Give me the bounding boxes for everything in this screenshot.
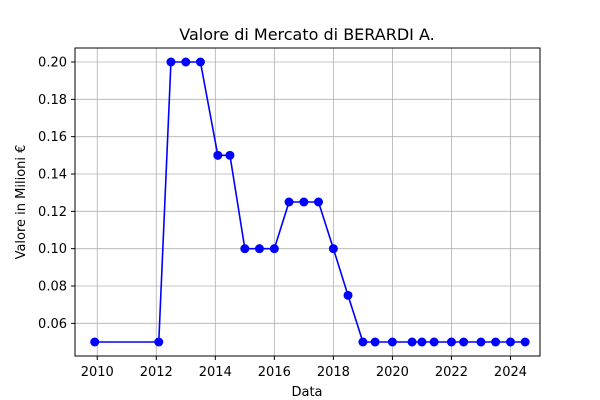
grid: [75, 48, 540, 356]
y-tick-label: 0.12: [38, 205, 67, 220]
data-point: [505, 337, 515, 347]
data-point: [520, 337, 530, 347]
y-tick-label: 0.18: [38, 93, 67, 108]
y-tick-label: 0.16: [38, 130, 67, 145]
x-axis: 2010 2012 2014 2016 2018 2020 2022 2024: [81, 356, 527, 380]
data-point: [429, 337, 439, 347]
data-point: [343, 290, 353, 300]
data-point: [417, 337, 427, 347]
data-point: [299, 197, 309, 207]
plot-frame: [74, 47, 541, 357]
data-point: [225, 150, 235, 160]
y-tick-label: 0.10: [38, 242, 67, 257]
x-tick-label: 2022: [435, 365, 468, 380]
data-point: [328, 244, 338, 254]
data-point: [476, 337, 486, 347]
y-axis: 0.06 0.08 0.10 0.12 0.14 0.16 0.18 0.20: [38, 56, 75, 332]
data-point: [90, 337, 100, 347]
data-point: [314, 197, 323, 207]
data-point: [284, 197, 294, 207]
data-point: [387, 337, 397, 347]
chart-title: Valore di Mercato di BERARDI A.: [179, 25, 434, 44]
data-point: [154, 337, 164, 347]
y-axis-label: Valore in Milioni €: [14, 145, 29, 260]
data-point: [240, 244, 250, 254]
x-axis-label: Data: [291, 385, 322, 400]
x-tick-label: 2014: [199, 365, 232, 380]
data-point: [491, 337, 501, 347]
data-point: [213, 150, 223, 160]
x-tick-label: 2024: [494, 365, 527, 380]
y-tick-label: 0.14: [38, 168, 67, 183]
x-tick-label: 2010: [81, 365, 114, 380]
data-point: [446, 337, 456, 347]
y-tick-label: 0.20: [38, 56, 67, 71]
data-point: [370, 337, 380, 347]
data-point: [166, 57, 176, 67]
x-tick-label: 2018: [317, 365, 350, 380]
data-point: [459, 337, 469, 347]
y-tick-label: 0.06: [38, 317, 67, 332]
x-tick-label: 2020: [376, 365, 409, 380]
data-point: [358, 337, 368, 347]
x-tick-label: 2012: [140, 365, 173, 380]
data-point: [195, 57, 205, 67]
data-point: [407, 337, 417, 347]
series-layer: [90, 57, 530, 347]
data-point: [181, 57, 191, 67]
y-tick-label: 0.08: [38, 280, 67, 295]
x-tick-label: 2016: [258, 365, 291, 380]
data-point: [269, 244, 279, 254]
data-point: [254, 244, 264, 254]
